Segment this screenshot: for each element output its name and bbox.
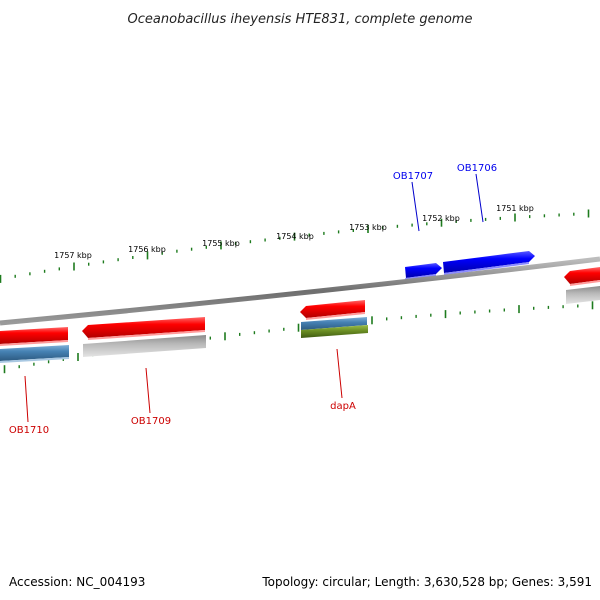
gene-arrow-ob1710-shadow bbox=[0, 340, 68, 346]
gene-arrow-dapa-shadow bbox=[306, 312, 365, 320]
reverse-genes bbox=[0, 267, 600, 363]
feature-bar-ob1710-steelblue bbox=[0, 345, 69, 361]
tick-label-1751: 1751 kbp bbox=[496, 204, 534, 213]
label-leader-lines bbox=[24, 173, 484, 423]
forward-genes bbox=[405, 251, 535, 280]
leader-line-dapa bbox=[336, 348, 343, 399]
feature-bar-right-edge-gray bbox=[566, 286, 600, 304]
tick-label-1753: 1753 kbp bbox=[349, 223, 387, 232]
tick-label-1752: 1752 kbp bbox=[422, 214, 460, 223]
tick-label-1755: 1755 kbp bbox=[202, 239, 240, 248]
leader-line-ob1710 bbox=[24, 375, 29, 423]
tick-label-1757: 1757 kbp bbox=[54, 251, 92, 260]
gene-label-dapa[interactable]: dapA bbox=[330, 401, 356, 412]
gene-arrow-ob1709[interactable] bbox=[82, 317, 205, 338]
outer-tick-ruler bbox=[0, 209, 590, 283]
leader-line-ob1706 bbox=[475, 173, 484, 223]
map-title: Oceanobacillus iheyensis HTE831, complet… bbox=[128, 12, 473, 27]
leader-line-ob1707 bbox=[411, 181, 420, 232]
tick-label-1756: 1756 kbp bbox=[128, 245, 166, 254]
feature-bar-dapa-steelblue bbox=[301, 317, 367, 330]
accession-text: Accession: NC_004193 bbox=[9, 575, 145, 589]
gene-arrow-ob1707[interactable] bbox=[405, 263, 442, 278]
gene-arrow-ob1709-shadow bbox=[88, 330, 205, 340]
gene-arrow-right-edge-shadow bbox=[570, 280, 600, 286]
gene-arrow-ob1706-shadow bbox=[444, 262, 529, 275]
gene-arrow-ob1710[interactable] bbox=[0, 327, 68, 344]
gene-labels: OB1707 OB1706 OB1710 OB1709 dapA bbox=[9, 163, 497, 436]
feature-bar-ob1709-gray bbox=[83, 335, 206, 357]
gene-arrow-ob1706[interactable] bbox=[443, 251, 535, 273]
gene-label-ob1706[interactable]: OB1706 bbox=[457, 163, 497, 174]
tick-label-1754: 1754 kbp bbox=[276, 232, 314, 241]
leader-line-ob1709 bbox=[145, 367, 151, 414]
feature-bar-dapa-olive bbox=[301, 325, 368, 338]
genome-backbone bbox=[0, 256, 600, 326]
gene-label-ob1707[interactable]: OB1707 bbox=[393, 171, 433, 182]
gene-label-ob1709[interactable]: OB1709 bbox=[131, 416, 171, 427]
gene-arrow-right-edge[interactable] bbox=[564, 267, 600, 284]
gene-label-ob1710[interactable]: OB1710 bbox=[9, 425, 49, 436]
gene-arrow-dapa[interactable] bbox=[300, 300, 365, 318]
genome-summary-text: Topology: circular; Length: 3,630,528 bp… bbox=[261, 575, 592, 589]
feature-bar-ob1710-steelblue-shadow bbox=[0, 357, 69, 363]
tick-labels: 1757 kbp 1756 kbp 1755 kbp 1754 kbp 1753… bbox=[54, 204, 534, 260]
